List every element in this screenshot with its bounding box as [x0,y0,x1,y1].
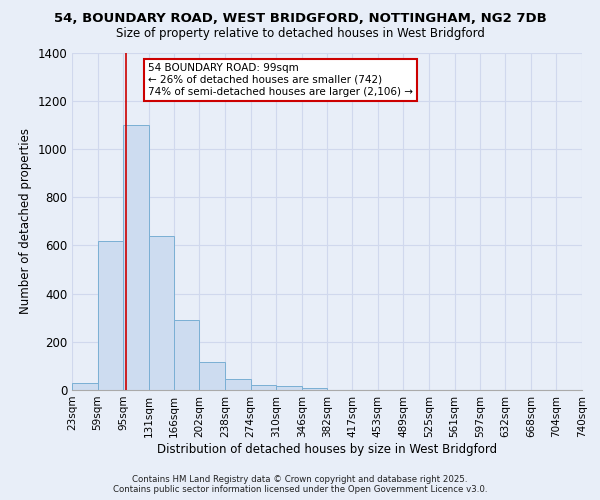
Text: 54 BOUNDARY ROAD: 99sqm
← 26% of detached houses are smaller (742)
74% of semi-d: 54 BOUNDARY ROAD: 99sqm ← 26% of detache… [148,64,413,96]
Bar [276,386,302,390]
Bar [302,388,328,390]
Bar [174,320,199,390]
Bar [72,383,98,390]
Bar [251,385,276,390]
Bar [199,362,225,390]
Bar [149,236,174,390]
Bar [123,125,149,390]
Text: 54, BOUNDARY ROAD, WEST BRIDGFORD, NOTTINGHAM, NG2 7DB: 54, BOUNDARY ROAD, WEST BRIDGFORD, NOTTI… [53,12,547,26]
Bar [225,379,251,390]
Bar [98,240,123,390]
Y-axis label: Number of detached properties: Number of detached properties [19,128,32,314]
X-axis label: Distribution of detached houses by size in West Bridgford: Distribution of detached houses by size … [157,442,497,456]
Text: Size of property relative to detached houses in West Bridgford: Size of property relative to detached ho… [116,28,484,40]
Text: Contains HM Land Registry data © Crown copyright and database right 2025.
Contai: Contains HM Land Registry data © Crown c… [113,474,487,494]
